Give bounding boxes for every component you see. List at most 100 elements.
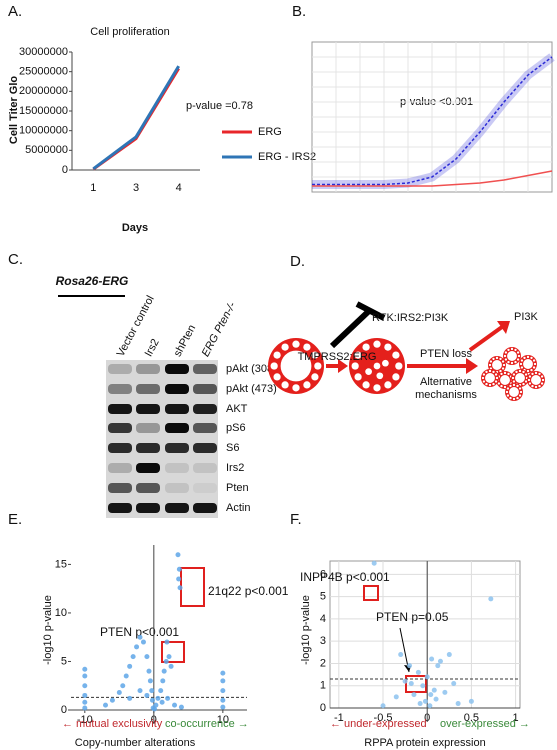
cell-dot <box>523 356 526 360</box>
band <box>136 483 160 493</box>
point <box>149 697 155 703</box>
point <box>144 654 150 660</box>
cell-dot <box>481 376 485 380</box>
cell-dot <box>512 373 516 376</box>
cell-dot <box>501 367 505 370</box>
cell-dot <box>522 370 525 374</box>
point <box>150 705 156 711</box>
cell-dot <box>292 384 300 392</box>
diagram-label: PI3K <box>514 311 539 323</box>
band <box>136 404 160 414</box>
annotation: ← mutual exclusivity <box>62 718 163 730</box>
line <box>92 65 180 171</box>
point <box>137 634 143 640</box>
cell-dot <box>538 384 541 388</box>
point <box>137 688 143 694</box>
y-tick-label: 5000000 <box>25 144 68 156</box>
panel-letter: B. <box>292 3 306 20</box>
cell-dot <box>281 381 289 389</box>
chart-title: Cell proliferation <box>90 26 169 38</box>
point <box>408 681 414 686</box>
point <box>371 560 377 566</box>
y-tick-label: 15 <box>55 558 67 570</box>
cell-dot <box>514 360 517 364</box>
point <box>149 688 155 694</box>
y-tick-label: 30000000 <box>19 46 68 58</box>
lane-label: Irs2 <box>143 337 162 359</box>
x-tick-label: 0.5 <box>464 712 479 724</box>
y-tick-label: 0 <box>62 164 68 176</box>
x-axis-label: RPPA protein expression <box>364 737 485 749</box>
cell-dot <box>488 383 492 387</box>
band <box>165 384 189 394</box>
point <box>442 689 448 695</box>
cell-dot <box>516 351 520 354</box>
lane-label: shPten <box>172 323 199 359</box>
cell-dot <box>534 385 538 389</box>
diagram-label: TMPRSS2:ERG <box>298 351 377 363</box>
y-tick-label: 3 <box>320 635 326 647</box>
y-tick-label: 10 <box>55 607 67 619</box>
cell-dot <box>520 359 524 362</box>
cell-dot <box>485 370 488 374</box>
point <box>398 652 404 658</box>
band <box>165 463 189 473</box>
point <box>220 697 226 703</box>
point <box>158 688 164 694</box>
cell-dot <box>538 372 541 376</box>
cell-dot <box>373 362 381 370</box>
panel-letter: F. <box>290 511 302 528</box>
band <box>108 503 132 513</box>
point <box>427 703 433 709</box>
annotation: PTEN p=0.05 <box>376 610 449 624</box>
cell-dot <box>532 359 536 362</box>
cell-dot <box>373 384 381 392</box>
line <box>312 56 553 186</box>
arrow-head <box>338 359 348 373</box>
cell-dot <box>512 397 516 401</box>
cell-dot <box>303 381 311 389</box>
cell-dot <box>303 343 311 351</box>
band <box>193 443 217 453</box>
cell-dot <box>384 343 392 351</box>
cell-dot <box>376 372 384 380</box>
cell-dot <box>519 362 523 366</box>
cell-dot <box>384 381 392 389</box>
point <box>164 639 170 645</box>
cell-dot <box>524 380 528 383</box>
panel-letter: D. <box>290 253 305 270</box>
band <box>136 503 160 513</box>
cell-dot <box>515 370 518 374</box>
highlight-box <box>161 641 185 663</box>
point <box>178 704 184 710</box>
cell-dot <box>488 369 492 373</box>
band <box>136 463 160 473</box>
cell-dot <box>533 362 537 366</box>
cell-dot <box>497 382 501 385</box>
cell-dot <box>488 363 492 367</box>
x-tick-label: 1 <box>90 182 96 194</box>
cell-dot <box>541 378 545 382</box>
point <box>127 695 133 701</box>
cell-dot <box>505 390 509 394</box>
band <box>193 463 217 473</box>
blot-membrane <box>106 360 218 518</box>
annotation: INPP4B p<0.001 <box>300 570 390 584</box>
y-tick-label: 0 <box>61 704 67 716</box>
cell-dot <box>482 380 486 383</box>
cell-dot <box>540 375 544 378</box>
cell-dot <box>518 387 522 390</box>
x-tick-label: 1 <box>513 712 519 724</box>
cell-lumen <box>531 375 541 385</box>
cell-dot <box>509 384 512 388</box>
point <box>163 658 169 664</box>
cell-dot <box>526 369 530 373</box>
legend-label: ERG <box>258 126 282 138</box>
cell-dot <box>507 348 510 352</box>
y-tick-label: 10000000 <box>19 125 68 137</box>
cell-dot <box>492 370 495 374</box>
point <box>165 695 171 701</box>
band <box>108 463 132 473</box>
x-tick-label: -1 <box>334 712 344 724</box>
